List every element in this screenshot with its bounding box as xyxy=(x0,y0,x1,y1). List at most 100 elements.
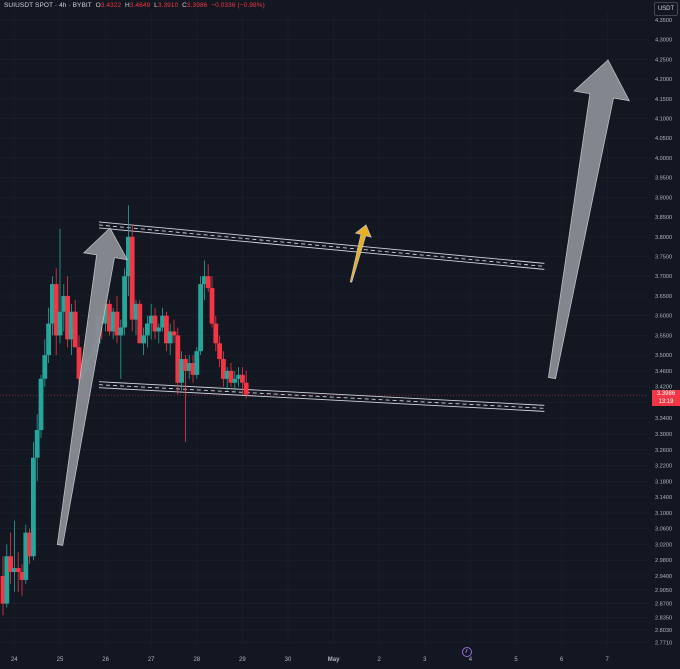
candles xyxy=(0,205,249,616)
breakout-arrow xyxy=(349,224,372,283)
candle-body xyxy=(31,457,36,557)
price-tick-label: 3.5000 xyxy=(655,353,672,359)
price-tick-label: 3.3000 xyxy=(655,432,672,438)
open-label: O xyxy=(95,2,101,9)
candle-body xyxy=(183,359,188,371)
candle-body xyxy=(198,284,203,352)
candle-body xyxy=(72,311,78,348)
candle-body xyxy=(164,315,169,344)
candle-body xyxy=(27,532,32,557)
close-value: 3.3986 xyxy=(186,2,208,9)
time-tick-label: 2 xyxy=(378,657,382,663)
candle-body xyxy=(110,311,116,332)
candle-body xyxy=(15,568,21,573)
rally-arrow xyxy=(56,227,129,546)
target-arrow xyxy=(548,59,630,380)
price-tick-label: 3.8500 xyxy=(655,215,672,221)
price-tick-label: 4.2000 xyxy=(655,77,672,83)
price-channel xyxy=(98,221,545,412)
candle-body xyxy=(194,351,200,375)
price-tick-label: 4.1000 xyxy=(655,116,672,122)
candle-body xyxy=(76,347,82,379)
price-tick-label: 3.1400 xyxy=(655,495,672,501)
high-value: 3.4649 xyxy=(129,2,151,9)
candle-body xyxy=(8,556,13,573)
time-tick-label: 28 xyxy=(193,657,200,663)
price-tick-label: 3.4200 xyxy=(655,385,672,391)
price-tick-label: 3.9000 xyxy=(655,195,672,201)
price-tick-label: 3.2200 xyxy=(655,464,672,470)
bar-countdown: 13:19 xyxy=(658,399,674,406)
candle-body xyxy=(156,327,162,332)
price-tick-label: 2.9050 xyxy=(655,588,672,594)
candle-body xyxy=(118,327,124,336)
price-tick-label: 3.5500 xyxy=(655,333,672,339)
candle-body xyxy=(228,370,234,383)
price-tick-label: 3.8000 xyxy=(655,235,672,241)
candle-body xyxy=(141,335,146,344)
candle-body xyxy=(175,335,181,383)
candle-body xyxy=(69,311,74,340)
price-tick-label: 4.0000 xyxy=(655,156,672,162)
candle-body xyxy=(53,284,59,336)
time-tick-label: 3 xyxy=(423,657,427,663)
time-tick-label: 25 xyxy=(57,657,64,663)
change-value: −0.0336 (−0.98%) xyxy=(211,2,265,9)
channel-mid-lower xyxy=(98,384,545,409)
price-tick-label: 3.2600 xyxy=(655,448,672,454)
candle-body xyxy=(152,315,158,332)
channel-rail-upper xyxy=(98,227,545,270)
price-tick-label: 4.3500 xyxy=(655,18,672,24)
candle-body xyxy=(160,315,165,328)
candle-body xyxy=(232,378,238,383)
candle-body xyxy=(38,378,44,431)
last-price: 3.3986 xyxy=(656,391,676,398)
price-tick-label: 3.1800 xyxy=(655,479,672,485)
price-tick-label: 3.3400 xyxy=(655,416,672,422)
candle-body xyxy=(65,295,70,340)
candle-body xyxy=(4,556,10,604)
time-tick-label: May xyxy=(328,657,340,663)
symbol-header: SUIUSDT SPOT · 4h · BYBIT O3.4322 H3.464… xyxy=(4,2,265,9)
price-tick-label: 2.7710 xyxy=(655,641,672,647)
candle-body xyxy=(61,295,67,312)
candle-body xyxy=(179,359,184,383)
price-tick-label: 2.8030 xyxy=(655,628,672,634)
candle-body xyxy=(133,303,139,320)
candle-body xyxy=(0,575,6,604)
time-tick-label: 30 xyxy=(285,657,292,663)
candle-body xyxy=(122,276,127,328)
replay-clock-icon[interactable] xyxy=(462,647,472,657)
time-tick-label: 26 xyxy=(102,657,109,663)
price-tick-label: 4.3000 xyxy=(655,38,672,44)
candle-body xyxy=(50,284,55,324)
candle-body xyxy=(202,276,207,285)
candle-body xyxy=(217,343,222,360)
candle-body xyxy=(129,236,135,320)
channel-rail-upper xyxy=(98,221,545,264)
candle-body xyxy=(34,430,40,458)
price-tick-label: 4.2500 xyxy=(655,57,672,63)
candle-body xyxy=(240,374,245,383)
candle-body xyxy=(186,363,192,371)
last-price-tag: 3.3986 13:19 xyxy=(652,390,680,407)
price-tick-label: 3.7500 xyxy=(655,255,672,261)
candle-body xyxy=(209,288,215,324)
time-tick-label: 7 xyxy=(606,657,610,663)
candle-body xyxy=(224,370,230,379)
price-tick-label: 4.0500 xyxy=(655,136,672,142)
candle-body xyxy=(19,572,25,580)
price-tick-label: 3.9500 xyxy=(655,176,672,182)
price-tick-label: 2.8350 xyxy=(655,615,672,621)
candle-body xyxy=(213,323,219,344)
price-axis[interactable]: 4.3500 4.3000 4.2500 4.2000 4.1500 4.1000 4.05… xyxy=(655,18,672,647)
currency-button[interactable]: USDT xyxy=(654,2,678,16)
time-axis[interactable]: 24 25 26 27 28 29 30 May 2 3 4 5 6 7 xyxy=(11,657,609,663)
symbol-name[interactable]: SUIUSDT SPOT · 4h · BYBIT xyxy=(4,2,92,9)
close-label: C xyxy=(182,2,187,9)
time-tick-label: 5 xyxy=(514,657,518,663)
channel-mid-upper xyxy=(98,224,545,267)
price-tick-label: 3.0600 xyxy=(655,527,672,533)
candle-body xyxy=(12,568,17,573)
candle-body xyxy=(137,303,143,344)
